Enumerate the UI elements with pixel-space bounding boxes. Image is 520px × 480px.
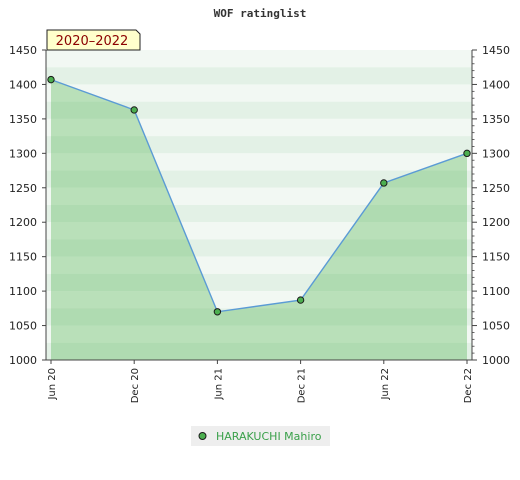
band: [46, 342, 472, 360]
y-tick-label-left: 1350: [9, 113, 37, 126]
x-tick-label: Jun 22: [380, 368, 391, 401]
band: [46, 84, 472, 102]
period-badge: 2020–2022: [46, 29, 141, 51]
period-badge-label: 2020–2022: [56, 34, 129, 49]
y-tick-label-left: 1050: [9, 320, 37, 333]
y-tick-label-left: 1200: [9, 216, 37, 229]
y-tick-label-right: 1100: [482, 285, 510, 298]
legend-marker: [198, 432, 207, 440]
data-point: [380, 179, 388, 187]
data-point: [47, 75, 55, 84]
band: [46, 291, 472, 309]
y-axis-right: 1000 1050 1100 1150 1200 1250 1300 1350 1400 1450: [472, 44, 510, 367]
y-tick-label-right: 1150: [482, 251, 510, 264]
x-tick-label: Jun 20: [47, 368, 58, 401]
y-tick-label-right: 1450: [482, 44, 510, 57]
legend: HARAKUCHI Mahiro: [191, 426, 330, 446]
band: [46, 101, 472, 119]
y-tick-label-right: 1400: [482, 78, 510, 91]
x-tick-label: Dec 22: [463, 368, 474, 403]
data-markers: [47, 75, 471, 316]
y-tick-label-left: 1000: [9, 354, 37, 367]
legend-box: [191, 426, 330, 446]
x-tick-label: Dec 20: [130, 368, 141, 403]
band: [46, 170, 472, 188]
y-tick-label-left: 1450: [9, 44, 37, 57]
series-area: [51, 79, 467, 360]
x-tick-label: Jun 21: [213, 368, 224, 401]
legend-label: HARAKUCHI Mahiro: [216, 430, 322, 443]
x-tick-label: Dec 21: [297, 368, 308, 403]
data-point: [130, 106, 138, 114]
band: [46, 239, 472, 257]
data-point: [213, 308, 222, 316]
period-badge-box: [46, 29, 141, 51]
data-point: [463, 149, 471, 158]
band: [46, 308, 472, 326]
series-line: [50, 78, 468, 313]
y-tick-label-left: 1300: [9, 147, 37, 160]
y-axis-left: 1000 1050 1100 1150 1200 1250 1300 1350 1400 1450: [9, 44, 46, 367]
y-tick-label-right: 1350: [482, 113, 510, 126]
y-tick-label-right: 1250: [482, 182, 510, 195]
y-tick-label-right: 1300: [482, 147, 510, 160]
band: [46, 153, 472, 171]
band: [46, 118, 472, 137]
band: [46, 222, 472, 240]
y-tick-label-left: 1100: [9, 285, 37, 298]
band: [46, 50, 472, 68]
band: [46, 273, 472, 292]
band: [46, 67, 472, 85]
band: [46, 256, 472, 274]
y-tick-label-left: 1400: [9, 78, 37, 91]
background-bands: [46, 50, 472, 360]
band: [46, 187, 472, 205]
band: [46, 136, 472, 154]
y-tick-label-right: 1000: [482, 354, 510, 367]
chart-title: WOF ratinglist: [214, 7, 307, 20]
y-tick-label-left: 1250: [9, 182, 37, 195]
y-tick-label-right: 1050: [482, 320, 510, 333]
band: [46, 325, 472, 343]
y-tick-label-left: 1150: [9, 251, 37, 264]
axes: [45, 50, 473, 361]
x-axis: Jun 20 Dec 20 Jun 21 Dec 21 Jun 22 Dec 22: [47, 360, 474, 403]
data-point: [296, 296, 305, 304]
area-layer: [50, 78, 468, 360]
y-tick-label-right: 1200: [482, 216, 510, 229]
